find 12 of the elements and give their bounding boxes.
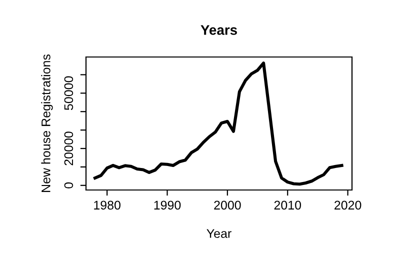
x-tick-label: 1980: [94, 200, 120, 210]
y-axis-title: New house Registrations: [41, 54, 53, 192]
chart-title: Years: [200, 25, 237, 35]
x-tick-label: 1990: [154, 200, 181, 210]
y-tick-label: 0: [64, 182, 74, 188]
x-axis-title: Year: [206, 229, 232, 238]
x-tick-label: 2020: [334, 200, 362, 210]
x-tick-label: 2010: [274, 200, 302, 210]
line-series: [93, 62, 344, 186]
y-tick-label: 20000: [64, 132, 74, 166]
x-tick-label: 2000: [214, 200, 241, 210]
y-tick-label: 50000: [64, 76, 74, 110]
